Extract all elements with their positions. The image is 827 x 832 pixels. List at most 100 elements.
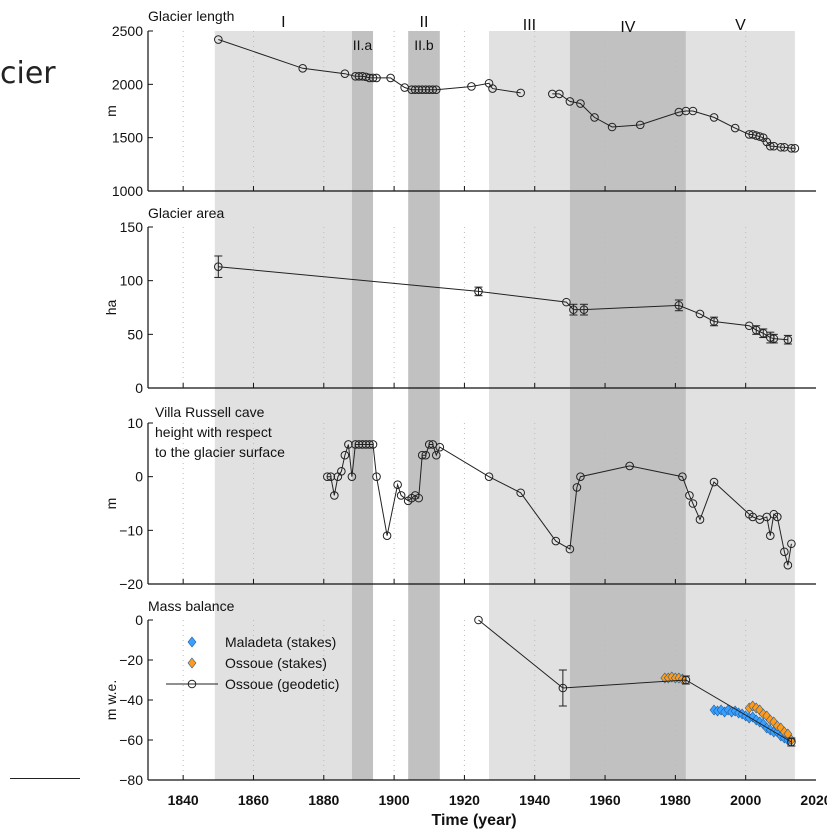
data-point (347, 472, 357, 481)
data-point (695, 309, 705, 319)
data-point (569, 305, 578, 314)
data-point (551, 536, 561, 546)
x-tick-label: 1980 (660, 792, 691, 808)
x-tick-label: 1900 (379, 792, 410, 808)
data-point (467, 82, 476, 91)
data-point (351, 72, 360, 81)
y-axis-label: m (103, 105, 119, 117)
data-point (783, 560, 793, 570)
data-point (773, 512, 782, 522)
x-tick-label: 1920 (449, 792, 480, 808)
y-tick-label: 50 (127, 326, 143, 342)
data-point (337, 467, 346, 476)
data-point (758, 328, 768, 338)
data-point (488, 84, 497, 93)
data-point (323, 472, 332, 481)
y-tick-label: −80 (119, 772, 143, 788)
data-point (790, 144, 800, 153)
data-point (576, 472, 585, 481)
data-point (709, 477, 719, 487)
series-line (552, 93, 795, 149)
x-tick-label: 1860 (238, 792, 269, 808)
data-point (755, 132, 765, 141)
data-point (674, 301, 684, 310)
y-axis-label: m w.e. (103, 680, 119, 720)
panel-title-line: height with respect (155, 424, 272, 440)
data-point (372, 73, 381, 83)
y-tick-label: 2000 (112, 76, 143, 92)
data-point (783, 335, 793, 345)
period-band (489, 31, 570, 780)
data-point (474, 287, 483, 296)
data-point (678, 472, 687, 481)
period-band (685, 31, 795, 780)
slide-divider (10, 778, 80, 779)
series (214, 35, 525, 98)
y-tick-label: 2500 (112, 23, 143, 39)
data-point (555, 89, 564, 99)
series-line (218, 266, 788, 341)
data-point (431, 85, 441, 94)
y-tick-label: −10 (119, 522, 143, 538)
data-point (368, 440, 378, 449)
data-point (382, 531, 392, 541)
data-point (386, 73, 395, 83)
data-point (417, 450, 427, 460)
data-point (548, 89, 557, 99)
y-tick-label: 1500 (112, 130, 143, 146)
data-point (435, 442, 445, 452)
period-band (351, 31, 374, 780)
data-point (709, 113, 719, 122)
y-tick-label: −20 (119, 576, 143, 592)
x-axis: 1840 1860 1880 1900 1920 1940 1960 1980 2000 2020 (168, 792, 827, 808)
data-point (421, 450, 431, 460)
data-point (572, 483, 582, 492)
data-point (421, 85, 431, 94)
data-point (765, 141, 775, 151)
data-point (298, 64, 307, 73)
data-point (365, 73, 374, 83)
x-tick-label: 1840 (168, 792, 199, 808)
data-point (407, 85, 416, 94)
series (660, 671, 796, 746)
panel-title-line: to the glacier surface (155, 444, 285, 460)
data-point (776, 142, 786, 152)
legend-marker (187, 679, 197, 689)
data-point (681, 675, 691, 685)
legend-marker (187, 636, 197, 648)
panel: −80 −60 −40 −20 0 m w.e. Mass balance Maladeta … (103, 598, 816, 788)
x-tick-label: 1880 (308, 792, 339, 808)
y-tick-label: 0 (135, 469, 143, 485)
data-point (340, 69, 350, 78)
data-point (751, 325, 761, 335)
data-point (361, 440, 371, 449)
data-point (428, 85, 438, 94)
data-point (625, 461, 634, 471)
data-point (685, 491, 694, 500)
period-band (408, 31, 440, 780)
data-point (695, 515, 705, 524)
data-point (417, 85, 427, 94)
data-point (579, 305, 589, 314)
period-label: V (735, 17, 746, 34)
data-point (681, 106, 691, 116)
panel: 0 50 100 150 ha Glacier area (103, 205, 816, 396)
data-point (214, 35, 223, 44)
data-point (431, 450, 441, 460)
y-tick-label: 0 (135, 380, 143, 396)
data-point (787, 144, 796, 153)
data-point (351, 440, 360, 449)
data-point (326, 472, 336, 481)
series (323, 440, 796, 570)
y-tick-label: 10 (127, 415, 143, 431)
data-point (414, 493, 424, 503)
slide-fragment: cier (0, 56, 56, 91)
data-point (769, 334, 779, 343)
data-point (688, 499, 698, 508)
legend-label: Ossoue (stakes) (225, 655, 327, 671)
data-point (730, 123, 740, 133)
period-bands (214, 31, 795, 780)
data-point (484, 472, 494, 481)
period-band (569, 31, 686, 780)
